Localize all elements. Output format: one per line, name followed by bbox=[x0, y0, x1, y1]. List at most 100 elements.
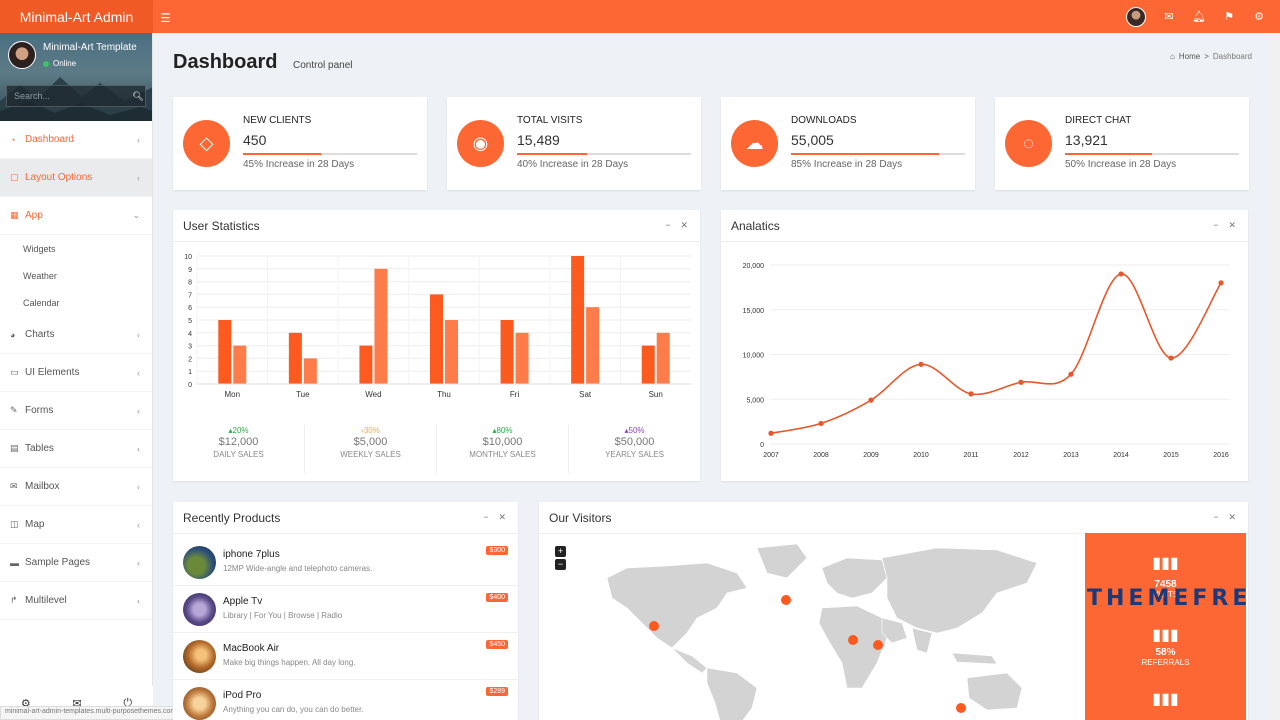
close-icon[interactable]: ✕ bbox=[1228, 512, 1236, 522]
data-point bbox=[1168, 355, 1174, 361]
product-name[interactable]: Apple Tv bbox=[223, 596, 263, 607]
x-tick-label: 2009 bbox=[863, 452, 879, 459]
map-zoom-in-button[interactable]: + bbox=[555, 546, 566, 557]
user-statistics-panel: User Statistics − ✕ 0 1 2 3 4 5 6 7 8 9 10 Mon Tue We… bbox=[173, 210, 700, 481]
stat-percent: ▴50% bbox=[624, 426, 645, 435]
stat-label: WEEKLY SALES bbox=[340, 450, 401, 459]
sidebar-item-map[interactable]: ◫ Map ‹ bbox=[0, 506, 152, 544]
product-name[interactable]: MacBook Air bbox=[223, 643, 280, 654]
watermark-logo: THEMEFRE bbox=[1087, 586, 1248, 611]
analytics-panel: Analatics − ✕ 0 5,000 10,000 15,000 20,000 20… bbox=[721, 210, 1248, 481]
map-central-america bbox=[671, 647, 708, 674]
panel-tools: − ✕ bbox=[665, 220, 688, 231]
eye-icon: ◉ bbox=[457, 120, 504, 167]
flag-icon[interactable]: ⚑ bbox=[1224, 11, 1234, 23]
breadcrumb-home[interactable]: Home bbox=[1178, 52, 1201, 61]
caret-left-icon: ‹ bbox=[361, 426, 364, 435]
product-name[interactable]: iphone 7plus bbox=[223, 549, 280, 560]
sidebar-subitem-widgets[interactable]: Widgets bbox=[23, 243, 56, 254]
x-tick-label: 2012 bbox=[1013, 452, 1029, 459]
referrals-label: REFERRALS bbox=[1141, 658, 1190, 667]
search-icon[interactable]: 🔍︎ bbox=[132, 90, 144, 101]
sidebar-item-label: Dashboard bbox=[25, 134, 74, 145]
online-dot-icon bbox=[43, 60, 49, 67]
product-price-badge: $450 bbox=[486, 640, 508, 649]
product-item[interactable]: iPod Pro Anything you can do, you can do… bbox=[173, 680, 518, 720]
bar bbox=[571, 256, 585, 384]
stat-percent: ▴20% bbox=[228, 426, 249, 435]
chevron-left-icon: ‹ bbox=[137, 329, 140, 340]
panel-tools: − ✕ bbox=[483, 512, 506, 523]
product-price-badge: $300 bbox=[486, 546, 508, 555]
close-icon[interactable]: ✕ bbox=[1228, 220, 1236, 230]
product-name[interactable]: iPod Pro bbox=[223, 690, 262, 701]
gear-icon[interactable]: ⚙ bbox=[20, 697, 31, 710]
sidebar-subitem-weather[interactable]: Weather bbox=[23, 270, 57, 281]
sidebar-item-label: Multilevel bbox=[25, 595, 67, 606]
product-price-badge: $289 bbox=[486, 687, 508, 696]
page-title: Dashboard bbox=[173, 51, 278, 73]
page-scrollbar[interactable] bbox=[1270, 33, 1280, 720]
data-point bbox=[1218, 280, 1224, 286]
info-box-new-clients: ◇ NEW CLIENTS 450 45% Increase in 28 Day… bbox=[173, 97, 427, 190]
bell-icon[interactable]: 🔔︎ bbox=[1192, 11, 1206, 23]
x-tick-label: 2007 bbox=[763, 452, 779, 459]
info-box-title: NEW CLIENTS bbox=[243, 115, 312, 126]
stat-percent: ‹30% bbox=[361, 426, 380, 435]
close-icon[interactable]: ✕ bbox=[498, 512, 506, 522]
chat-icon: ◌ bbox=[1005, 120, 1052, 167]
minimize-icon[interactable]: − bbox=[665, 220, 671, 230]
sidebar-subitem-calendar[interactable]: Calendar bbox=[23, 297, 60, 308]
sidebar-item-ui-elements[interactable]: ▭ UI Elements ‹ bbox=[0, 354, 152, 392]
sidebar-avatar[interactable] bbox=[8, 41, 36, 69]
top-navbar: Minimal-Art Admin ☰ ✉ 🔔︎ ⚑ ⚙ bbox=[0, 0, 1280, 33]
share-icon: ↱ bbox=[10, 595, 18, 605]
minimize-icon[interactable]: − bbox=[483, 512, 489, 522]
map-australia bbox=[966, 672, 1023, 711]
sidebar-item-app[interactable]: ▦ App ⌄ bbox=[0, 197, 152, 235]
sidebar-item-sample-pages[interactable]: ▬ Sample Pages ‹ bbox=[0, 544, 152, 582]
recently-products-panel: Recently Products − ✕ iphone 7plus 12MP … bbox=[173, 502, 518, 720]
product-item[interactable]: iphone 7plus 12MP Wide-angle and telepho… bbox=[173, 539, 518, 586]
user-statistics-bar-chart: 0 1 2 3 4 5 6 7 8 9 10 Mon Tue Wed Thu Fri Sat Sun bbox=[184, 254, 691, 399]
envelope-icon[interactable]: ✉ bbox=[72, 697, 82, 710]
sidebar-toggle-icon[interactable]: ☰ bbox=[160, 11, 171, 25]
info-box-downloads: ☁ DOWNLOADS 55,005 85% Increase in 28 Da… bbox=[721, 97, 975, 190]
product-item[interactable]: MacBook Air Make big things happen. All … bbox=[173, 633, 518, 680]
sidebar-item-charts[interactable]: ◕ Charts ‹ bbox=[0, 316, 152, 354]
close-icon[interactable]: ✕ bbox=[680, 220, 688, 230]
info-box-progress bbox=[791, 153, 965, 155]
info-box-value: 13,921 bbox=[1065, 132, 1108, 148]
product-item[interactable]: Apple Tv Library | For You | Browse | Ra… bbox=[173, 586, 518, 633]
user-avatar[interactable] bbox=[1126, 6, 1146, 27]
layout-icon: ▢ bbox=[10, 172, 19, 182]
y-tick-label: 10 bbox=[184, 254, 192, 261]
y-tick-label: 0 bbox=[760, 442, 764, 449]
envelope-icon[interactable]: ✉ bbox=[1164, 11, 1174, 23]
y-tick-label: 5 bbox=[188, 318, 192, 325]
panel-header: Recently Products − ✕ bbox=[173, 502, 518, 534]
minimize-icon[interactable]: − bbox=[1213, 220, 1219, 230]
info-box-value: 450 bbox=[243, 132, 267, 148]
grid-icon: ▦ bbox=[10, 210, 19, 220]
y-tick-label: 8 bbox=[188, 280, 192, 287]
minimize-icon[interactable]: − bbox=[1213, 512, 1219, 522]
sidebar-search-input[interactable] bbox=[7, 91, 131, 101]
map-zoom-out-button[interactable]: − bbox=[555, 559, 566, 570]
sidebar-item-dashboard[interactable]: ◔ Dashboard ‹ bbox=[0, 121, 152, 159]
panel-title: Our Visitors bbox=[549, 510, 612, 525]
sidebar-item-multilevel[interactable]: ↱ Multilevel ‹ bbox=[0, 582, 152, 620]
sidebar-item-layout-options[interactable]: ▢ Layout Options ‹ bbox=[0, 159, 152, 197]
chevron-left-icon: ‹ bbox=[137, 172, 140, 183]
panel-header: Our Visitors − ✕ bbox=[539, 502, 1248, 534]
gear-icon[interactable]: ⚙ bbox=[1254, 11, 1264, 23]
data-point bbox=[768, 430, 774, 436]
y-tick-label: 7 bbox=[188, 292, 192, 299]
brand-logo[interactable]: Minimal-Art Admin bbox=[0, 0, 153, 33]
sidebar-item-tables[interactable]: ▤ Tables ‹ bbox=[0, 430, 152, 468]
sidebar-item-forms[interactable]: ✎ Forms ‹ bbox=[0, 392, 152, 430]
chevron-down-icon: ⌄ bbox=[132, 210, 140, 220]
sidebar-menu: ◔ Dashboard ‹ ▢ Layout Options ‹ ▦ App ⌄… bbox=[0, 121, 152, 620]
sidebar-item-mailbox[interactable]: ✉ Mailbox ‹ bbox=[0, 468, 152, 506]
power-icon[interactable]: ⏻ bbox=[123, 696, 133, 709]
